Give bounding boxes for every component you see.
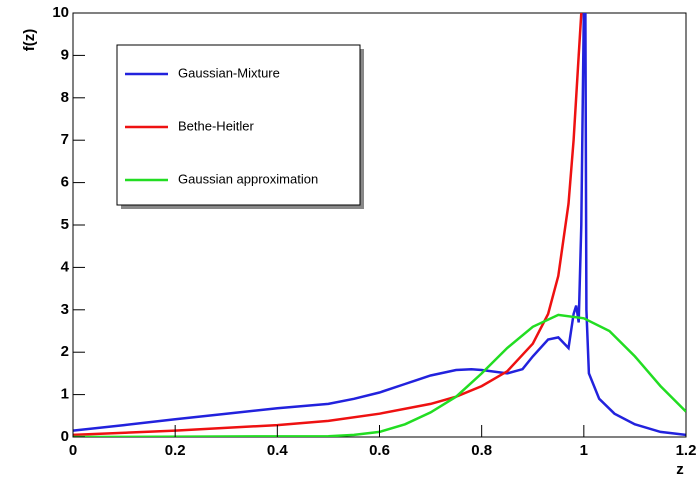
y-tick-label: 2 (61, 343, 69, 360)
y-tick-label: 10 (52, 4, 69, 21)
series-line (73, 13, 583, 437)
y-tick-label: 7 (61, 131, 69, 148)
x-tick-label: 1 (580, 442, 588, 459)
legend-label: Gaussian-Mixture (178, 65, 280, 80)
x-tick-label: 0 (69, 442, 77, 459)
x-tick-label: 0.2 (165, 442, 186, 459)
y-tick-label: 4 (61, 258, 70, 275)
y-tick-label: 5 (61, 216, 69, 233)
y-tick-label: 9 (61, 46, 69, 63)
x-tick-label: 0.6 (369, 442, 390, 459)
y-tick-label: 3 (61, 301, 69, 318)
y-tick-label: 1 (61, 386, 69, 403)
y-tick-label: 8 (61, 89, 69, 106)
legend-label: Bethe-Heitler (178, 118, 255, 133)
y-axis-title: f(z) (21, 29, 38, 52)
x-tick-label: 0.4 (267, 442, 289, 459)
y-tick-label: 6 (61, 174, 69, 191)
curves (73, 13, 686, 437)
x-tick-label: 0.8 (471, 442, 492, 459)
y-tick-label: 0 (61, 428, 69, 445)
series-line (73, 13, 686, 437)
x-tick-label: 1.2 (676, 442, 696, 459)
legend: Gaussian-Mixture Bethe-Heitler Gaussian ap… (125, 65, 318, 186)
legend-box (116, 44, 361, 206)
x-axis-title: z (676, 461, 684, 478)
legend-label: Gaussian approximation (178, 171, 318, 186)
series-line (73, 313, 686, 437)
